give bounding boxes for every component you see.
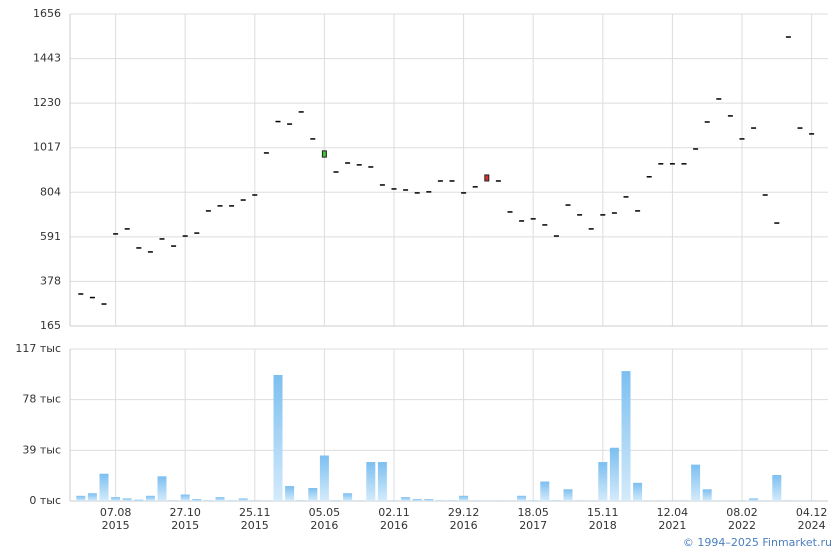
y-tick-label: 1017	[33, 141, 61, 154]
volume-bar	[435, 500, 445, 501]
volume-bar	[772, 475, 782, 501]
x-tick-label: 29.12 2016	[447, 506, 480, 532]
x-tick-label: 07.08 2015	[99, 506, 132, 532]
volume-bar	[99, 473, 109, 501]
volume-bar	[702, 489, 712, 501]
y-tick-label: 39 тыс	[22, 443, 61, 456]
volume-bar	[157, 476, 167, 501]
y-tick-label: 78 тыс	[22, 393, 61, 406]
volume-bar	[621, 371, 631, 501]
x-tick-label: 12.04 2021	[656, 506, 689, 532]
volume-bar	[424, 499, 434, 501]
copyright: © 1994–2025 Finmarket.ru	[682, 536, 832, 549]
volume-bar	[180, 494, 190, 501]
volume-bar	[169, 500, 179, 501]
volume-bar	[401, 497, 411, 501]
candle	[484, 174, 490, 182]
x-tick-label: 05.05 2016	[308, 506, 341, 532]
y-tick-label: 1443	[33, 52, 61, 65]
y-tick-label: 591	[40, 230, 61, 243]
x-tick-label: 25.11 2015	[239, 506, 271, 532]
volume-bar	[377, 462, 387, 501]
volume-bar	[517, 495, 527, 501]
y-tick-label: 1656	[33, 7, 61, 20]
volume-bar	[598, 462, 608, 501]
volume-bar	[87, 493, 97, 501]
volume-bar	[285, 486, 295, 501]
volume-bar	[145, 495, 155, 501]
volume-bar	[691, 464, 701, 501]
volume-bar	[459, 495, 469, 501]
volume-bar	[227, 500, 237, 501]
volume-bar	[563, 489, 573, 501]
y-tick-label: 378	[40, 274, 61, 287]
volume-bar	[215, 497, 225, 501]
volume-bar	[319, 455, 329, 501]
x-tick-label: 02.11 2016	[378, 506, 410, 532]
x-tick-label: 27.10 2015	[169, 506, 201, 532]
volume-bar	[192, 499, 202, 501]
volume-bar	[296, 500, 306, 501]
volume-bar	[633, 482, 643, 501]
x-tick-label: 04.12 2024	[795, 506, 828, 532]
volume-bar	[343, 493, 353, 501]
volume-bar	[528, 500, 538, 501]
volume-bar	[134, 499, 144, 501]
volume-bar	[76, 495, 86, 501]
volume-bar	[203, 500, 213, 501]
volume-bar	[749, 498, 759, 501]
volume-bar	[447, 500, 457, 501]
volume-bar	[609, 447, 619, 501]
volume-bar	[331, 500, 341, 501]
x-tick-label: 15.11 2018	[587, 506, 619, 532]
volume-bar	[308, 488, 318, 501]
volume-bar	[111, 497, 121, 501]
volume-bar	[250, 500, 260, 501]
y-tick-label: 804	[40, 185, 61, 198]
volume-bar	[366, 462, 376, 501]
volume-bar	[540, 481, 550, 501]
y-tick-label: 1230	[33, 96, 61, 109]
volume-bar	[551, 500, 561, 501]
x-tick-label: 18.05 2017	[517, 506, 549, 532]
y-tick-label: 117 тыс	[15, 342, 61, 355]
volume-bar	[412, 499, 422, 501]
candle	[321, 150, 327, 158]
volume-bar	[238, 498, 248, 501]
y-tick-label: 165	[40, 319, 61, 332]
x-tick-label: 08.02 2022	[726, 506, 758, 532]
volume-bar	[122, 498, 132, 501]
y-tick-label: 0 тыс	[29, 494, 61, 507]
volume-bar	[273, 374, 283, 501]
